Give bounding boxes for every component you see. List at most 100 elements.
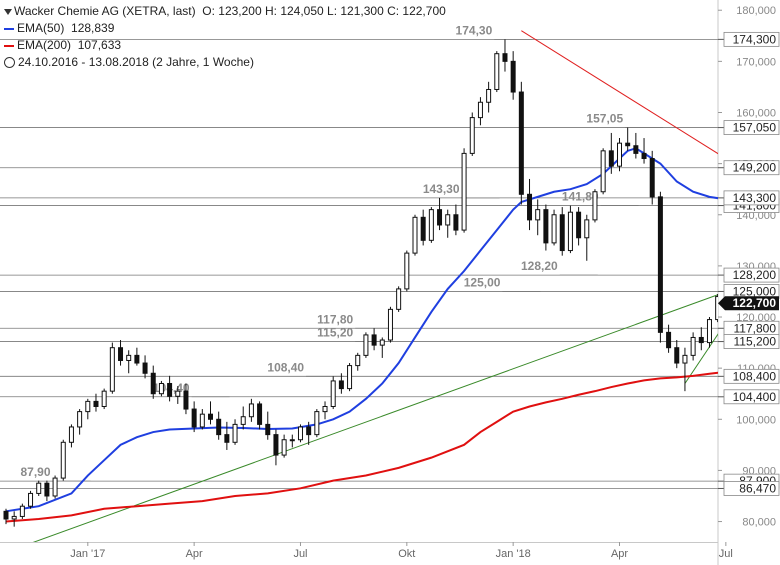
candle <box>183 383 189 415</box>
level-label: 174,300 <box>733 32 777 46</box>
candle-body <box>527 193 533 221</box>
candle-body <box>126 354 132 361</box>
candle-body <box>322 406 328 413</box>
legend-ema200-row: EMA(200) 107,633 <box>4 37 446 54</box>
candle-body <box>469 117 475 154</box>
x-tick-label: Jul <box>719 548 733 560</box>
candle-body <box>567 211 573 252</box>
ema50-label: EMA(50) <box>17 21 65 35</box>
level-label: 115,200 <box>734 335 777 349</box>
candle-body <box>134 354 140 364</box>
candle-body <box>85 400 91 413</box>
candle-body <box>183 390 189 410</box>
candle-body <box>445 214 451 226</box>
candle-body <box>477 101 483 119</box>
candle <box>543 204 549 251</box>
candle <box>77 409 83 435</box>
level-annotation: 141,80 <box>562 190 599 204</box>
clock-icon <box>4 57 15 69</box>
candle <box>641 138 647 164</box>
x-tick-label: Okt <box>398 548 415 560</box>
candle-body <box>77 411 83 428</box>
level-label-box <box>723 368 780 384</box>
candle-body <box>44 482 50 497</box>
y-tick-label: 170,000 <box>736 56 776 68</box>
candle-body <box>150 372 156 395</box>
collapse-triangle-icon[interactable] <box>4 8 12 15</box>
candle-body <box>28 492 34 507</box>
level-annotation: 157,05 <box>586 112 623 126</box>
candle <box>437 197 443 231</box>
candle-body <box>617 142 622 167</box>
candle <box>608 132 614 174</box>
candle-body <box>633 145 639 154</box>
candle <box>232 419 238 445</box>
candle <box>559 207 565 256</box>
x-tick-label: Apr <box>611 548 628 560</box>
candle <box>518 81 524 205</box>
candle <box>502 39 508 72</box>
legend-title-row: Wacker Chemie AG (XETRA, last) O: 123,20… <box>4 3 446 20</box>
candle-body <box>224 434 230 443</box>
candle-body <box>19 505 25 517</box>
candle <box>265 411 271 440</box>
candle-body <box>314 411 320 436</box>
candle <box>52 475 58 499</box>
candle <box>510 51 516 100</box>
candle <box>306 421 312 445</box>
level-label-box <box>723 120 780 135</box>
candle-body <box>584 219 590 239</box>
candle <box>477 97 483 126</box>
candle <box>191 401 197 433</box>
candle <box>150 365 156 399</box>
ema50-value: 128,839 <box>71 21 115 35</box>
candle <box>633 132 639 159</box>
trendline-green <box>32 294 718 542</box>
candle <box>592 189 598 223</box>
candle-body <box>649 158 655 198</box>
legend-title: Wacker Chemie AG (XETRA, last) <box>14 4 196 18</box>
candle-body <box>641 152 647 160</box>
candle-body <box>36 482 42 494</box>
candle-body <box>543 209 549 244</box>
candle <box>322 401 328 420</box>
candle <box>248 398 254 422</box>
candle <box>118 340 124 366</box>
candle-body <box>502 53 508 62</box>
legend-range: 24.10.2016 - 13.08.2018 (2 Jahre, 1 Woch… <box>18 55 254 69</box>
level-label: 108,400 <box>733 369 777 383</box>
candle-body <box>461 152 467 231</box>
candle-body <box>396 288 402 310</box>
candle <box>158 380 164 397</box>
candle <box>93 393 99 412</box>
level-label: 143,300 <box>733 191 777 205</box>
candle-body <box>715 296 718 321</box>
candle-body <box>289 439 295 442</box>
candle <box>85 398 91 420</box>
candle <box>199 409 205 430</box>
y-tick-label: 80,000 <box>742 517 776 529</box>
candle <box>649 150 655 205</box>
candle-body <box>297 426 303 441</box>
level-label-box <box>723 334 780 349</box>
candle <box>567 205 573 254</box>
candle-body <box>101 390 107 407</box>
candle-body <box>674 347 680 364</box>
legend-range-row: 24.10.2016 - 13.08.2018 (2 Jahre, 1 Woch… <box>4 54 446 71</box>
candle-body <box>330 380 336 407</box>
candle <box>355 352 361 371</box>
legend-ohlc: O: 123,200 H: 124,050 L: 121,300 C: 122,… <box>202 4 446 18</box>
candle <box>404 250 410 292</box>
candle-body <box>690 336 696 356</box>
level-label-box <box>723 190 780 206</box>
level-label: 149,200 <box>733 161 777 175</box>
candle <box>338 373 344 394</box>
candle-body <box>379 339 385 346</box>
candle <box>453 204 459 236</box>
y-tick-label: 100,000 <box>736 414 776 426</box>
candle <box>371 328 377 351</box>
candle-body <box>68 426 74 443</box>
ema200-label: EMA(200) <box>17 38 72 52</box>
candle <box>412 214 418 256</box>
